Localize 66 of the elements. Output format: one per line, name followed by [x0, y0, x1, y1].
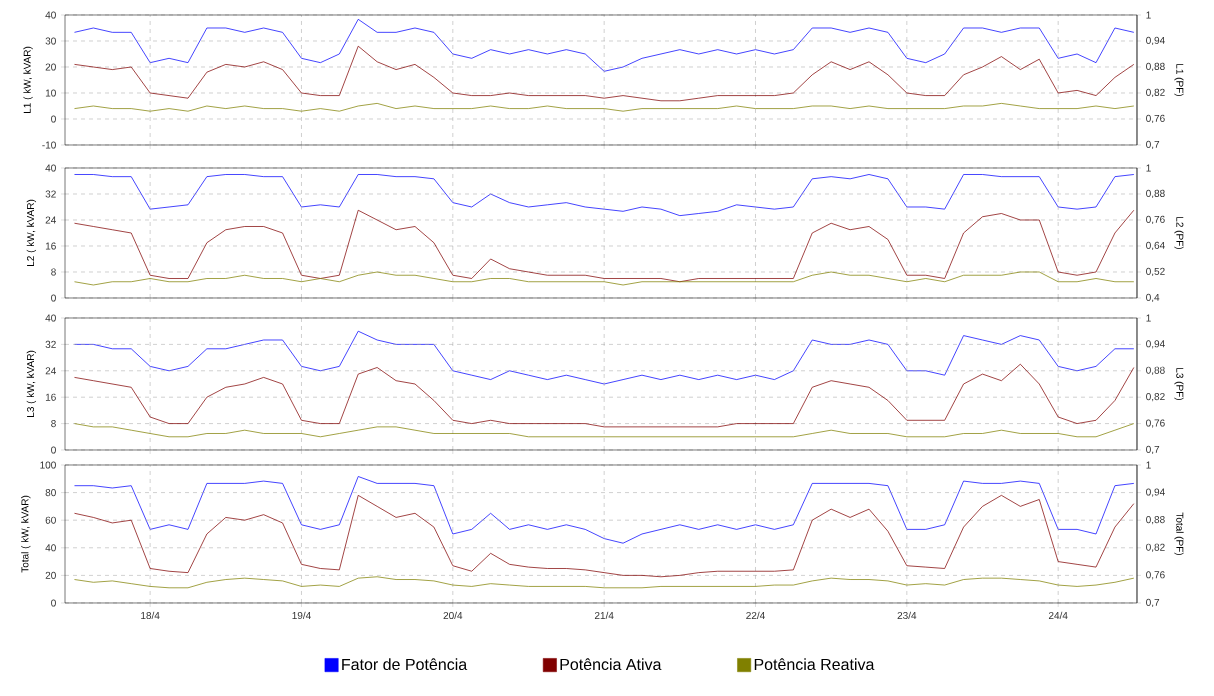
y-tick-label: 8 — [51, 420, 56, 428]
y2-tick-label: 0,4 — [1146, 293, 1160, 303]
y2-tick-label: 0,7 — [1146, 140, 1160, 150]
x-tick-label: 18/4 — [141, 611, 160, 620]
x-tick-label: 20/4 — [443, 611, 463, 620]
x-tick-label: 21/4 — [594, 611, 614, 620]
x-tick-label: 19/4 — [292, 611, 311, 620]
y2-axis-title: L3 (PF) — [1174, 368, 1184, 401]
y2-tick-label: 0,76 — [1146, 419, 1165, 428]
y-tick-label: 16 — [45, 242, 56, 250]
y2-tick-label: 0,94 — [1146, 36, 1165, 46]
x-tick-label: 22/4 — [746, 611, 765, 620]
y2-tick-label: 0,82 — [1146, 543, 1165, 552]
y2-tick-label: 0,82 — [1146, 88, 1165, 98]
y2-tick-label: 0,76 — [1146, 114, 1165, 124]
y-tick-label: 30 — [45, 37, 56, 45]
y-tick-label: 10 — [45, 89, 56, 97]
y2-tick-label: 0,82 — [1146, 393, 1165, 402]
y-tick-label: 0 — [51, 115, 56, 123]
y2-tick-label: 0,64 — [1146, 241, 1165, 251]
y2-tick-label: 0,7 — [1146, 445, 1160, 455]
legend-label: Potência Ativa — [560, 658, 662, 671]
y-tick-label: 80 — [45, 489, 56, 497]
y-axis-title: L3 ( kW, kVAR) — [26, 350, 37, 417]
y2-tick-label: 0,7 — [1146, 598, 1160, 608]
y2-axis-title: L2 (PF) — [1174, 217, 1184, 250]
y-tick-label: 32 — [45, 340, 56, 348]
y-axis-title: L1 ( kW, kVAR) — [23, 46, 33, 113]
y2-axis-title: Total (PF) — [1174, 512, 1184, 556]
y2-tick-label: 1 — [1146, 11, 1151, 19]
y2-tick-label: 0,88 — [1146, 366, 1165, 375]
x-tick-label: 24/4 — [1048, 611, 1068, 620]
y2-axis-title: L1 (PF) — [1174, 64, 1184, 97]
y2-tick-label: 0,88 — [1146, 189, 1165, 199]
legend-label: Potência Reativa — [754, 658, 875, 671]
y-axis-title: L2 ( kW, kVAR) — [26, 199, 37, 266]
y2-tick-label: 0,76 — [1146, 215, 1165, 225]
y-tick-label: 40 — [45, 544, 56, 552]
y-tick-label: 24 — [45, 367, 57, 375]
y-tick-label: 100 — [40, 461, 56, 469]
y-tick-label: 0 — [51, 294, 56, 302]
y-tick-label: -10 — [42, 141, 56, 149]
y-tick-label: 8 — [51, 268, 56, 276]
y2-tick-label: 0,94 — [1146, 340, 1165, 349]
y-tick-label: 40 — [45, 164, 56, 172]
y-tick-label: 32 — [45, 190, 56, 198]
y-tick-label: 60 — [45, 516, 56, 524]
x-tick-label: 23/4 — [897, 611, 917, 620]
y-axis-title: Total ( kW, kVAR) — [21, 495, 31, 573]
y-tick-label: 20 — [45, 571, 56, 579]
y-tick-label: 16 — [45, 393, 56, 401]
y-tick-label: 40 — [45, 11, 56, 19]
y2-tick-label: 1 — [1146, 461, 1151, 469]
y2-tick-label: 0,76 — [1146, 571, 1165, 580]
y2-tick-label: 0,94 — [1146, 488, 1165, 497]
y-tick-label: 0 — [51, 446, 56, 454]
legend-label: Fator de Potência — [342, 658, 468, 671]
y-tick-label: 20 — [45, 63, 56, 71]
y2-tick-label: 1 — [1146, 164, 1151, 172]
y2-tick-label: 0,88 — [1146, 62, 1165, 72]
y-tick-label: 0 — [51, 599, 56, 607]
y2-tick-label: 0,88 — [1146, 516, 1165, 525]
y2-tick-label: 1 — [1146, 314, 1151, 322]
y-tick-label: 24 — [45, 216, 57, 224]
y-tick-label: 40 — [45, 314, 56, 322]
y2-tick-label: 0,52 — [1146, 267, 1165, 277]
